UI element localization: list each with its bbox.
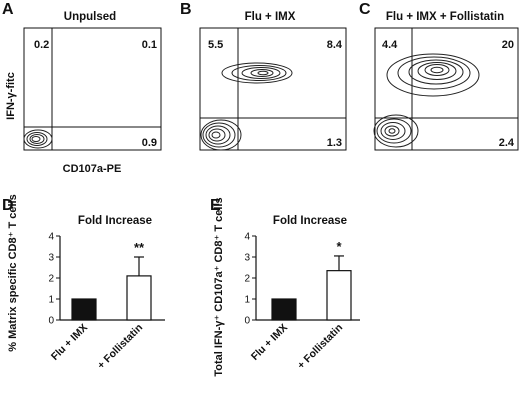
panel-e-category-label: Flu + IMX [249,322,290,363]
panel-d-y-tick-label: 4 [48,232,54,243]
panel-letter-d: D [2,197,14,214]
panel-c-contours [373,53,480,148]
panel-b-title: Flu + IMX [245,11,296,23]
panel-c-title: Flu + IMX + Follistatin [386,11,504,23]
panel-b-quadrant-lr: 1.3 [327,137,342,149]
panel-a-contours [23,129,53,149]
panel-e-y-tick-label: 0 [244,316,250,327]
panel-b-contours [200,62,293,151]
panel-c-quadrant-ur: 20 [502,39,514,51]
panel-d-title: Fold Increase [78,215,152,227]
panel-d-y-tick-label: 0 [48,316,54,327]
panel-e-significance-label: * [336,239,342,254]
panel-e-y-axis-label: Total IFN-γ⁺ CD107a⁺ CD8⁺ T cells [213,197,225,376]
panel-d-category-label: Flu + IMX [49,322,90,363]
panel-letter-b: B [180,1,192,18]
panel-d-category-label: + Follistatin [95,322,145,372]
panel-e-y-tick-label: 3 [244,253,250,264]
panel-a-plot-frame [23,27,162,151]
panel-e-bar [271,298,297,321]
panel-b-quadrant-ur: 8.4 [327,39,343,51]
panel-d-y-axis-label: % Matrix specific CD8⁺ T cells [7,194,19,351]
panel-a-quadrant-ul: 0.2 [34,39,49,51]
panel-a-quadrant-ur: 0.1 [142,39,157,51]
panel-b-plot-frame [199,27,347,151]
panel-e-y-tick-label: 4 [244,232,250,243]
panel-e-bar [326,270,352,321]
panel-b-quadrant-ul: 5.5 [208,39,223,51]
panel-a: A Unpulsed 0.2 0.1 0.9 CD107a-PE IFN-γ-f… [2,1,162,175]
panel-c-plot-frame [374,27,519,151]
panel-e-y-tick-label: 1 [244,295,250,306]
panel-e-title: Fold Increase [273,215,347,227]
panel-d-bar [126,275,152,321]
panel-e-bar-chart: E Fold Increase 0 1 2 3 4 Flu + IMX * + Follista… [210,197,360,377]
panel-letter-e: E [210,197,221,214]
panel-d-significance-label: ** [134,240,145,255]
panel-letter-c: C [359,1,371,18]
panel-a-quadrant-lr: 0.9 [142,137,157,149]
panel-letter-a: A [2,1,14,18]
panel-c-quadrant-lr: 2.4 [499,137,515,149]
panel-e-y-tick-label: 2 [244,274,250,285]
panel-e-category-label: + Follistatin [295,322,345,372]
flow-x-axis-label: CD107a-PE [63,163,122,175]
panel-c-quadrant-ul: 4.4 [382,39,398,51]
panel-c: C Flu + IMX + Follistatin 4.4 20 2.4 [359,1,519,151]
panel-d-y-tick-label: 3 [48,253,54,264]
panel-a-title: Unpulsed [64,11,116,23]
panel-d-bar-chart: D Fold Increase 0 1 2 3 4 Flu + IMX ** + Follist… [2,194,165,372]
panel-d-y-tick-label: 2 [48,274,54,285]
panel-d-bar [71,298,97,321]
panel-d-y-tick-label: 1 [48,295,54,306]
panel-b: B Flu + IMX 5.5 8.4 1.3 [180,1,347,151]
flow-y-axis-label: IFN-γ-fitc [5,72,17,120]
